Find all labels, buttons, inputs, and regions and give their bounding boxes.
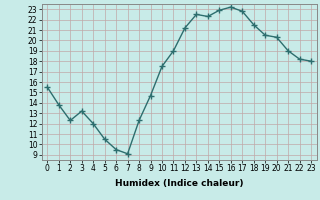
X-axis label: Humidex (Indice chaleur): Humidex (Indice chaleur) <box>115 179 244 188</box>
